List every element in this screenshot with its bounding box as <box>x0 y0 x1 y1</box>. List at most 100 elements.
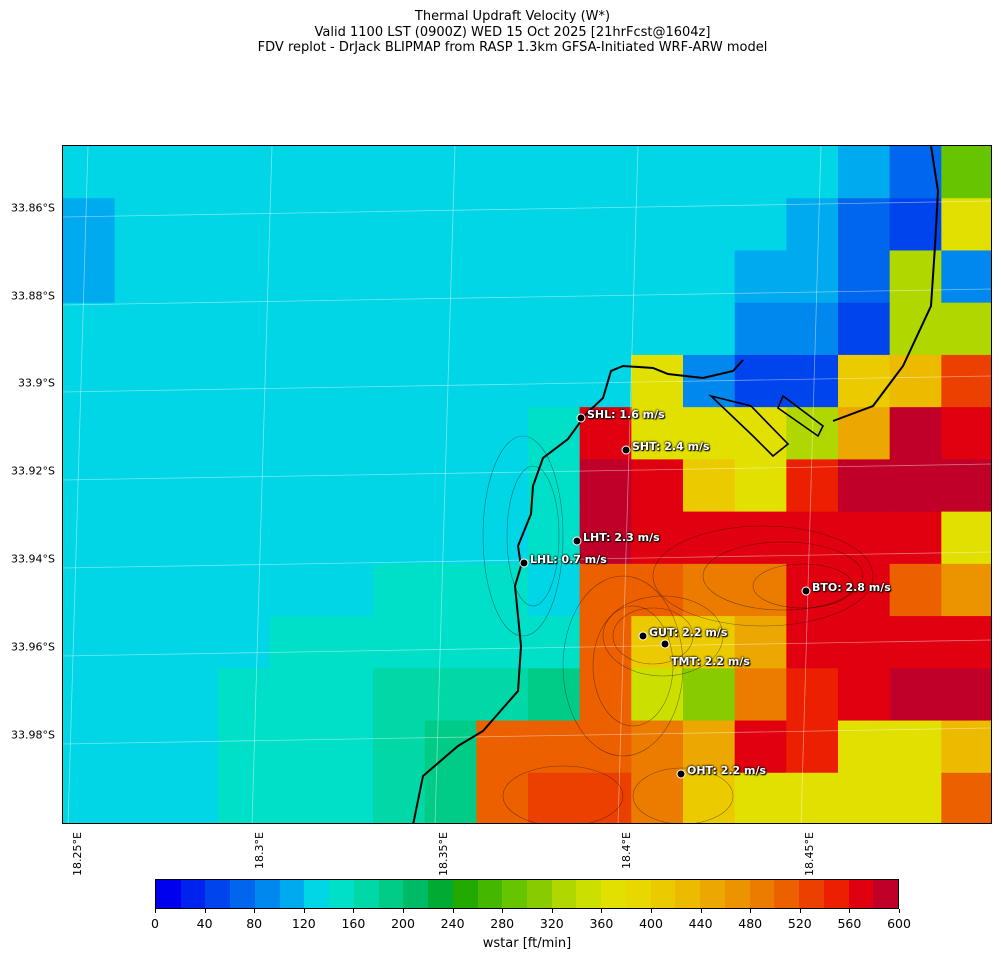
station-marker-shl[interactable] <box>576 413 586 423</box>
station-marker-bto[interactable] <box>801 586 811 596</box>
raster-cell <box>114 302 167 356</box>
raster-cell <box>889 772 942 823</box>
raster-cell <box>218 616 271 669</box>
raster-cell <box>941 302 991 356</box>
station-marker-tmt[interactable] <box>660 639 670 649</box>
raster-cell <box>114 250 167 304</box>
raster-cell <box>838 198 891 252</box>
raster-cell <box>683 407 736 460</box>
colorbar <box>155 879 899 909</box>
raster-cell <box>424 668 477 722</box>
raster-cell <box>579 302 632 356</box>
raster-cell <box>683 511 736 565</box>
raster-cell <box>373 250 426 304</box>
raster-cell <box>838 459 891 513</box>
raster-cell <box>63 459 116 513</box>
raster-cell <box>218 772 271 823</box>
raster-cell <box>218 146 271 199</box>
graticule-lon-line <box>617 146 639 823</box>
raster-cell <box>166 250 219 304</box>
raster-cell <box>734 459 787 513</box>
colorbar-tickmark <box>601 909 603 913</box>
colorbar-segment <box>452 880 478 908</box>
raster-cell <box>631 250 684 304</box>
raster-cell <box>269 354 322 408</box>
raster-cell <box>683 563 736 617</box>
raster-cell <box>373 354 426 408</box>
raster-cell <box>631 772 684 823</box>
raster-cell <box>579 459 632 513</box>
map-panel[interactable] <box>62 145 992 824</box>
station-label-sht: SHT: 2.4 m/s <box>632 440 710 453</box>
raster-cell <box>889 302 942 356</box>
station-marker-gut[interactable] <box>638 631 648 641</box>
raster-cell <box>838 250 891 304</box>
graticule-lon-line <box>434 146 456 823</box>
raster-cell <box>579 563 632 617</box>
raster-cell <box>734 511 787 565</box>
raster-cell <box>166 616 219 669</box>
raster-cell <box>166 720 219 774</box>
contour-line <box>752 563 854 609</box>
raster-cell <box>218 720 271 774</box>
raster-cell <box>166 459 219 513</box>
raster-cell <box>631 720 684 774</box>
raster-cell <box>166 563 219 617</box>
colorbar-tickmark <box>502 909 504 913</box>
raster-cell <box>321 407 374 460</box>
raster-cell <box>786 459 839 513</box>
raster-cell <box>166 407 219 460</box>
station-marker-oht[interactable] <box>676 769 686 779</box>
contour-line <box>612 607 694 665</box>
raster-cell <box>218 563 271 617</box>
colorbar-label: wstar [ft/min] <box>482 936 572 951</box>
colorbar-tickmark <box>254 909 256 913</box>
raster-cell <box>476 354 529 408</box>
raster-cell <box>786 198 839 252</box>
colorbar-tickmark <box>353 909 355 913</box>
terrain-contours <box>482 435 874 823</box>
raster-cell <box>889 511 942 565</box>
raster-cell <box>218 250 271 304</box>
graticule-lat-line <box>63 727 991 745</box>
graticule-lon-line <box>251 146 273 823</box>
lon-label: 18.25°E <box>71 832 84 876</box>
raster-cell <box>373 668 426 722</box>
station-marker-lhl[interactable] <box>519 558 529 568</box>
raster-cell <box>631 407 684 460</box>
colorbar-tick-label: 280 <box>490 916 515 931</box>
station-marker-sht[interactable] <box>621 445 631 455</box>
raster-cell <box>373 407 426 460</box>
raster-cell <box>114 720 167 774</box>
raster-cell <box>786 250 839 304</box>
contour-line <box>506 465 560 607</box>
station-label-tmt: TMT: 2.2 m/s <box>671 655 750 668</box>
raster-cell <box>321 354 374 408</box>
raster-cell <box>579 198 632 252</box>
colorbar-segment <box>749 880 775 908</box>
raster-cell <box>63 772 116 823</box>
raster-cell <box>941 459 991 513</box>
colorbar-tickmark <box>303 909 305 913</box>
raster-cell <box>631 616 684 669</box>
station-marker-lht[interactable] <box>572 536 582 546</box>
raster-cell <box>683 250 736 304</box>
raster-cell <box>218 198 271 252</box>
raster-cell <box>218 407 271 460</box>
raster-cell <box>838 563 891 617</box>
title-line-3: FDV replot - DrJack BLIPMAP from RASP 1.… <box>257 40 768 55</box>
raster-cell <box>631 563 684 617</box>
contour-line <box>652 525 874 627</box>
colorbar-segment <box>724 880 750 908</box>
colorbar-tickmark <box>899 909 900 913</box>
colorbar-tickmark <box>750 909 752 913</box>
raster-cell <box>683 354 736 408</box>
raster-cell <box>889 563 942 617</box>
colorbar-segment <box>625 880 651 908</box>
colorbar-segment <box>477 880 503 908</box>
raster-cell <box>579 668 632 722</box>
lat-label: 33.94°S <box>11 552 55 566</box>
raster-cell <box>734 302 787 356</box>
colorbar-tickmark <box>204 909 206 913</box>
raster-cell <box>373 302 426 356</box>
